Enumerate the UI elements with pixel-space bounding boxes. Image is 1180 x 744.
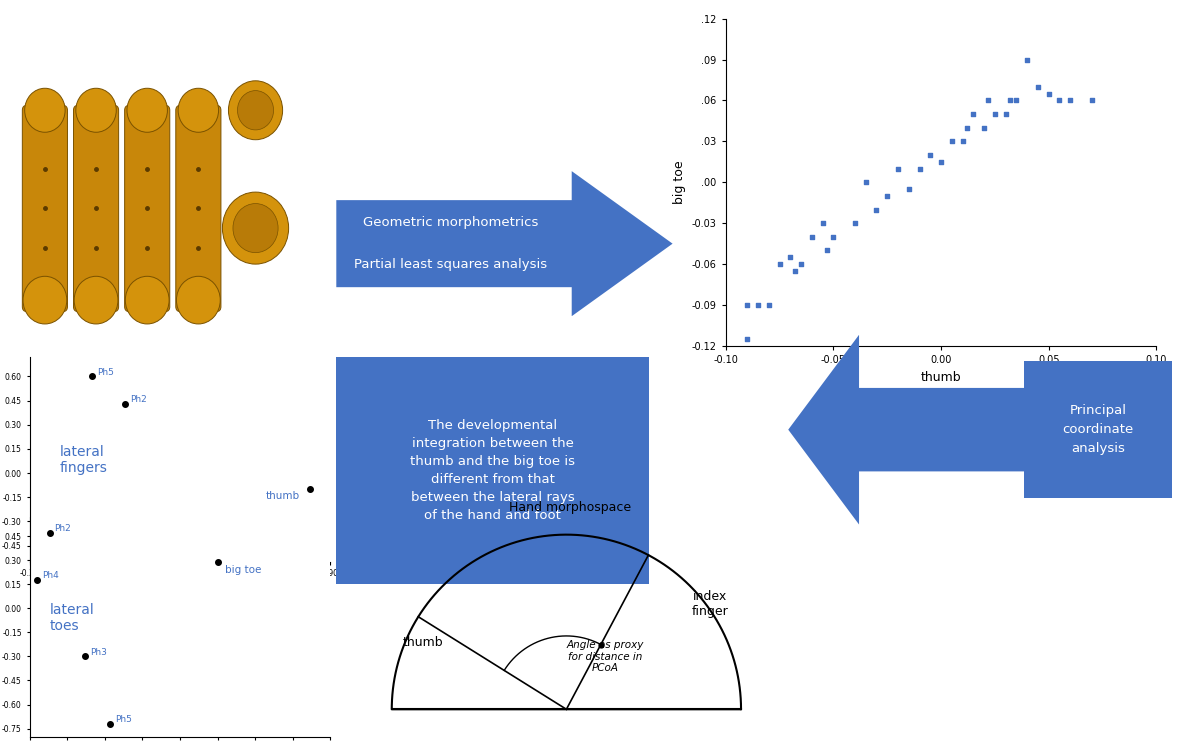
Polygon shape <box>336 171 673 316</box>
Point <box>1082 94 1101 106</box>
Point <box>1007 94 1025 106</box>
FancyBboxPatch shape <box>176 106 221 312</box>
Text: Ph5: Ph5 <box>97 368 114 377</box>
FancyBboxPatch shape <box>336 357 649 584</box>
Circle shape <box>22 276 67 324</box>
Point <box>910 163 929 175</box>
Circle shape <box>125 276 169 324</box>
Circle shape <box>222 192 289 264</box>
Point <box>1029 81 1048 93</box>
Point <box>899 183 918 195</box>
Text: Geometric morphometrics

Partial least squares analysis: Geometric morphometrics Partial least sq… <box>354 217 548 271</box>
Circle shape <box>232 204 278 253</box>
Point <box>867 204 886 216</box>
Point <box>932 155 951 167</box>
Point <box>824 231 843 243</box>
Point <box>818 245 837 257</box>
Point <box>985 108 1004 120</box>
Point <box>1061 94 1080 106</box>
Point <box>771 258 789 270</box>
Point <box>1017 54 1037 65</box>
Point <box>878 190 897 202</box>
Point <box>979 94 998 106</box>
Circle shape <box>76 89 117 132</box>
Circle shape <box>178 89 218 132</box>
Text: Ph3: Ph3 <box>74 539 92 548</box>
Point <box>748 299 767 311</box>
Y-axis label: big toe: big toe <box>673 161 686 204</box>
Point <box>738 299 756 311</box>
Point <box>857 176 876 188</box>
Point <box>760 299 779 311</box>
Text: thumb: thumb <box>402 636 444 650</box>
Circle shape <box>25 89 65 132</box>
Point <box>802 231 821 243</box>
Point <box>943 135 962 147</box>
Text: Angle as proxy
for distance in
PCoA: Angle as proxy for distance in PCoA <box>566 641 643 673</box>
Circle shape <box>177 276 221 324</box>
Point <box>1001 94 1020 106</box>
Point <box>1040 88 1058 100</box>
Circle shape <box>237 91 274 130</box>
Text: big toe: big toe <box>225 565 262 575</box>
Text: Ph3: Ph3 <box>90 648 106 657</box>
Point <box>957 122 976 134</box>
Point <box>889 163 907 175</box>
Point <box>738 333 756 345</box>
Point <box>845 217 864 229</box>
FancyBboxPatch shape <box>73 106 119 312</box>
Point <box>785 265 804 277</box>
Point <box>813 217 832 229</box>
Text: Ph4: Ph4 <box>59 536 77 545</box>
Circle shape <box>127 89 168 132</box>
Point <box>1050 94 1069 106</box>
FancyBboxPatch shape <box>1024 361 1172 498</box>
Point <box>975 122 994 134</box>
Text: Hand morphospace: Hand morphospace <box>509 501 631 513</box>
Text: Principal
coordinate
analysis: Principal coordinate analysis <box>1062 404 1134 455</box>
FancyBboxPatch shape <box>22 106 67 312</box>
Circle shape <box>229 81 283 140</box>
X-axis label: thumb: thumb <box>920 371 962 384</box>
Circle shape <box>74 276 118 324</box>
Text: Ph5: Ph5 <box>114 715 132 724</box>
Text: index
finger: index finger <box>691 591 728 618</box>
Point <box>964 108 983 120</box>
Point <box>781 251 800 263</box>
Text: The developmental
integration between the
thumb and the big toe is
different fro: The developmental integration between th… <box>411 419 575 522</box>
Text: lateral
fingers: lateral fingers <box>59 445 107 475</box>
Point <box>920 149 939 161</box>
Text: Ph2: Ph2 <box>54 525 71 533</box>
Text: Ph2: Ph2 <box>130 395 146 404</box>
Polygon shape <box>788 335 1024 525</box>
FancyBboxPatch shape <box>125 106 170 312</box>
Point <box>996 108 1015 120</box>
Point <box>953 135 972 147</box>
Text: lateral
toes: lateral toes <box>50 603 94 633</box>
Text: thumb: thumb <box>267 491 300 501</box>
Point <box>792 258 811 270</box>
X-axis label: Coordinate 1 (57.2%): Coordinate 1 (57.2%) <box>127 584 232 594</box>
Text: Ph4: Ph4 <box>42 571 59 580</box>
